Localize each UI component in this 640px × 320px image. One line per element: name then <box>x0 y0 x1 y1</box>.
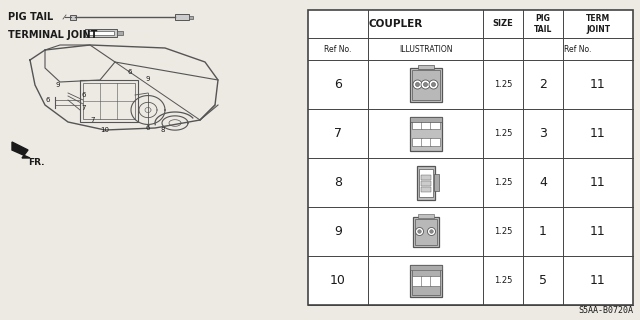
Circle shape <box>428 228 435 236</box>
Circle shape <box>415 228 424 236</box>
Bar <box>420 187 431 191</box>
Bar <box>429 138 440 146</box>
Bar <box>420 121 431 129</box>
Bar <box>412 267 440 294</box>
Circle shape <box>413 80 422 89</box>
Text: 11: 11 <box>590 225 606 238</box>
Text: 11: 11 <box>590 78 606 91</box>
Bar <box>429 276 440 285</box>
Text: Ref No.: Ref No. <box>324 44 352 53</box>
Bar <box>420 138 431 146</box>
Text: PIG TAIL: PIG TAIL <box>8 12 53 22</box>
Text: 6: 6 <box>128 69 132 75</box>
Text: 9: 9 <box>56 82 60 88</box>
Bar <box>410 68 442 101</box>
Text: 7: 7 <box>334 127 342 140</box>
Bar <box>412 276 422 285</box>
Bar <box>85 29 117 37</box>
Bar <box>412 69 440 100</box>
Circle shape <box>421 80 430 89</box>
Text: 1: 1 <box>539 225 547 238</box>
Bar <box>308 10 633 305</box>
Bar <box>412 138 422 146</box>
Bar <box>420 180 431 186</box>
Bar <box>410 116 442 122</box>
Text: 3: 3 <box>539 127 547 140</box>
Bar <box>417 65 433 68</box>
Bar <box>117 31 123 35</box>
Text: 6: 6 <box>146 125 150 131</box>
Text: 1.25: 1.25 <box>494 178 512 187</box>
Text: 11: 11 <box>590 176 606 189</box>
Circle shape <box>424 83 428 86</box>
Text: 9: 9 <box>146 76 150 82</box>
Text: 1.25: 1.25 <box>494 129 512 138</box>
Bar <box>420 276 431 285</box>
Text: 5: 5 <box>539 274 547 287</box>
Bar <box>412 121 422 129</box>
Text: 11: 11 <box>590 274 606 287</box>
Text: SIZE: SIZE <box>493 20 513 28</box>
Bar <box>415 219 436 244</box>
Text: S5AA-B0720A: S5AA-B0720A <box>578 306 633 315</box>
Text: 2: 2 <box>539 78 547 91</box>
Bar <box>175 14 189 20</box>
Text: 1.25: 1.25 <box>494 80 512 89</box>
Text: 9: 9 <box>334 225 342 238</box>
Text: 6: 6 <box>334 78 342 91</box>
Polygon shape <box>12 142 30 158</box>
Text: 4: 4 <box>539 176 547 189</box>
Text: PIG
TAIL: PIG TAIL <box>534 14 552 34</box>
Bar <box>413 217 438 246</box>
Bar <box>83 83 135 119</box>
Bar <box>420 174 431 180</box>
Text: 7: 7 <box>82 105 86 111</box>
Circle shape <box>415 83 419 86</box>
Circle shape <box>429 80 438 89</box>
Text: 8: 8 <box>334 176 342 189</box>
Text: 1.25: 1.25 <box>494 227 512 236</box>
Bar <box>417 165 435 199</box>
Bar <box>189 15 193 19</box>
Text: 10: 10 <box>330 274 346 287</box>
Text: 6: 6 <box>82 92 86 98</box>
Circle shape <box>431 83 435 86</box>
Text: ILLUSTRATION: ILLUSTRATION <box>399 44 452 53</box>
Text: TERMINAL JOINT: TERMINAL JOINT <box>8 30 97 40</box>
Text: COUPLER: COUPLER <box>369 19 422 29</box>
Bar <box>70 14 76 20</box>
Bar <box>433 174 438 191</box>
Text: Ref No.: Ref No. <box>564 44 592 53</box>
Bar <box>410 265 442 269</box>
Bar <box>80 80 138 122</box>
Text: 8: 8 <box>161 127 165 133</box>
Text: 7: 7 <box>91 117 95 123</box>
Bar <box>88 31 114 35</box>
Circle shape <box>418 230 421 233</box>
Text: 1.25: 1.25 <box>494 276 512 285</box>
Text: TERM
JOINT: TERM JOINT <box>586 14 610 34</box>
Text: 6: 6 <box>45 97 51 103</box>
Bar <box>417 213 433 218</box>
Bar <box>419 169 433 196</box>
Circle shape <box>429 230 433 233</box>
Text: FR.: FR. <box>28 158 45 167</box>
Text: 10: 10 <box>100 127 109 133</box>
Text: 11: 11 <box>590 127 606 140</box>
Bar <box>410 116 442 150</box>
Bar <box>410 265 442 297</box>
Bar <box>429 121 440 129</box>
